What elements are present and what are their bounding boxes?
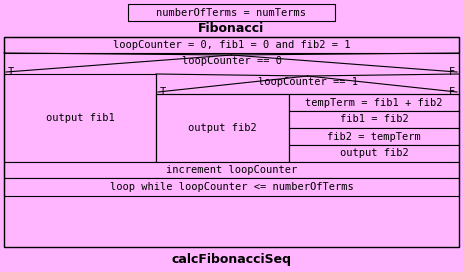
Text: loopCounter == 1: loopCounter == 1 <box>257 77 357 86</box>
Bar <box>4 37 459 247</box>
Bar <box>4 178 459 196</box>
Bar <box>4 162 459 178</box>
Bar <box>289 111 459 128</box>
Text: F: F <box>449 67 455 77</box>
Bar <box>4 74 156 162</box>
Text: output fib2: output fib2 <box>188 123 257 133</box>
Text: calcFibonacciSeq: calcFibonacciSeq <box>171 254 292 267</box>
Text: loop while loopCounter <= numberOfTerms: loop while loopCounter <= numberOfTerms <box>110 182 353 192</box>
Text: T: T <box>8 67 14 77</box>
Text: loopCounter = 0, fib1 = 0 and fib2 = 1: loopCounter = 0, fib1 = 0 and fib2 = 1 <box>113 40 350 50</box>
Text: tempTerm = fib1 + fib2: tempTerm = fib1 + fib2 <box>306 97 443 107</box>
Bar <box>289 145 459 162</box>
Text: output fib2: output fib2 <box>340 149 408 159</box>
Bar <box>289 128 459 145</box>
Bar <box>156 94 289 162</box>
Text: F: F <box>449 87 455 97</box>
Bar <box>289 94 459 111</box>
Bar <box>4 37 459 53</box>
Text: T: T <box>160 87 166 97</box>
Text: increment loopCounter: increment loopCounter <box>166 165 297 175</box>
Bar <box>128 4 335 21</box>
Text: fib1 = fib2: fib1 = fib2 <box>340 115 408 125</box>
Text: fib2 = tempTerm: fib2 = tempTerm <box>327 131 421 141</box>
Text: numberOfTerms = numTerms: numberOfTerms = numTerms <box>156 8 307 17</box>
Text: Fibonacci: Fibonacci <box>198 21 264 35</box>
Text: loopCounter == 0: loopCounter == 0 <box>181 56 282 66</box>
Text: output fib1: output fib1 <box>46 113 114 123</box>
